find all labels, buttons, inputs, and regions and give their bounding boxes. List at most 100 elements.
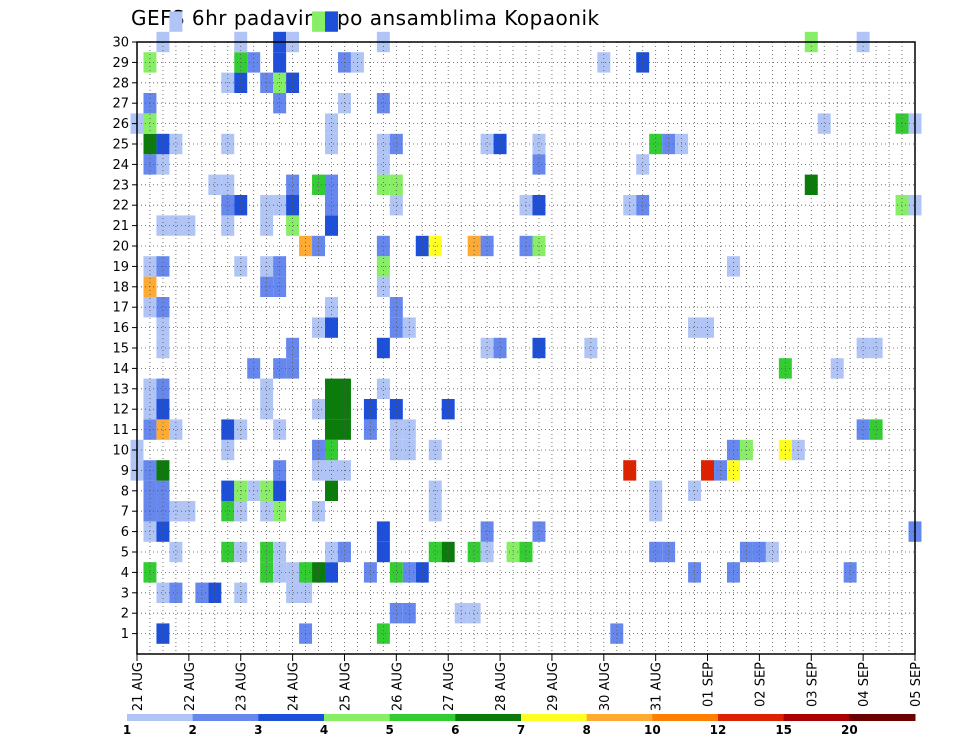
- heatmap-cell: [376, 154, 390, 175]
- heatmap-cell: [156, 582, 170, 603]
- colorbar-label: 5: [385, 723, 393, 737]
- heatmap-cell: [649, 501, 663, 522]
- heatmap-cell: [234, 582, 248, 603]
- heatmap-cell: [169, 11, 183, 32]
- heatmap-cell: [739, 541, 753, 563]
- x-tick-label: 02 SEP: [753, 662, 768, 707]
- colorbar-swatch: [521, 714, 588, 721]
- heatmap-cell: [363, 419, 377, 440]
- y-tick-label: 18: [112, 280, 129, 295]
- heatmap-cell: [156, 297, 170, 318]
- heatmap-cell: [156, 501, 170, 522]
- heatmap-cell: [389, 297, 403, 318]
- heatmap-cell: [234, 195, 248, 216]
- heatmap-cell: [325, 317, 338, 338]
- y-tick-label: 24: [112, 158, 129, 173]
- heatmap-cell: [869, 419, 883, 440]
- heatmap-cell: [649, 541, 663, 563]
- y-tick-label: 1: [121, 627, 129, 642]
- heatmap-cell: [389, 133, 403, 155]
- heatmap-cell: [415, 562, 429, 583]
- heatmap-cell: [389, 419, 403, 440]
- colorbar-label: 7: [517, 723, 525, 737]
- heatmap-cell: [325, 195, 338, 216]
- heatmap-cell: [493, 133, 507, 155]
- heatmap-cell: [169, 582, 183, 603]
- heatmap-cell: [765, 541, 779, 563]
- heatmap-cell: [260, 399, 274, 420]
- colorbar-label: 1: [123, 723, 131, 737]
- heatmap-cell: [325, 562, 338, 583]
- heatmap-cell: [156, 154, 170, 175]
- heatmap-cell: [325, 11, 338, 32]
- y-tick-label: 21: [112, 219, 129, 234]
- heatmap-cell: [376, 174, 390, 195]
- heatmap-cell: [325, 113, 338, 134]
- y-tick-label: 5: [121, 546, 129, 561]
- heatmap-cell: [221, 501, 235, 522]
- heatmap-cell: [610, 623, 624, 644]
- heatmap-cell: [325, 419, 338, 440]
- heatmap-cell: [480, 521, 494, 542]
- y-tick-label: 10: [112, 444, 129, 459]
- x-tick-label: 28 AUG: [494, 662, 509, 711]
- heatmap-cell: [221, 541, 235, 563]
- heatmap-cell: [221, 174, 235, 195]
- heatmap-cell: [156, 378, 170, 399]
- y-tick-label: 30: [112, 36, 129, 51]
- colorbar-label: 4: [320, 723, 328, 737]
- heatmap-cell: [441, 541, 455, 563]
- heatmap-cell: [156, 317, 170, 338]
- y-tick-label: 27: [112, 97, 129, 112]
- heatmap-cell: [649, 133, 663, 155]
- y-tick-label: 29: [112, 56, 129, 71]
- gridlines: [137, 42, 916, 654]
- heatmap-cell: [260, 541, 274, 563]
- x-tick-label: 29 AUG: [546, 662, 561, 711]
- heatmap-cell: [286, 582, 300, 603]
- colorbar-swatch: [127, 714, 194, 721]
- heatmap-cell: [337, 541, 351, 563]
- heatmap-cell: [337, 378, 351, 399]
- heatmap-cell: [325, 378, 338, 399]
- y-tick-label: 15: [112, 342, 129, 357]
- y-tick-label: 13: [112, 382, 129, 397]
- heatmap-cell: [221, 215, 235, 236]
- heatmap-cell: [843, 562, 857, 583]
- heatmap-cell: [234, 541, 248, 563]
- x-tick-label: 23 AUG: [235, 662, 250, 711]
- heatmap-cell: [273, 93, 287, 114]
- y-tick-label: 3: [121, 586, 129, 601]
- x-tick-label: 21 AUG: [131, 662, 146, 711]
- heatmap-cell: [169, 541, 183, 563]
- x-tick-label: 25 AUG: [338, 662, 353, 711]
- heatmap-cell: [688, 562, 702, 583]
- heatmap-cell: [636, 195, 650, 216]
- heatmap-cell: [234, 419, 248, 440]
- heatmap-cell: [363, 399, 377, 420]
- heatmap-cell: [325, 174, 338, 195]
- colorbar-swatch: [389, 714, 456, 721]
- heatmap-cell: [312, 562, 326, 583]
- colorbar-swatch: [586, 714, 653, 721]
- heatmap-cell: [312, 11, 326, 32]
- heatmap-cell: [286, 174, 300, 195]
- heatmap-cell: [156, 521, 170, 542]
- heatmap-cell: [156, 399, 170, 420]
- heatmap-cell: [260, 378, 274, 399]
- heatmap-cell: [389, 195, 403, 216]
- y-tick-label: 8: [121, 484, 129, 499]
- y-tick-label: 4: [121, 566, 129, 581]
- heatmap-cell: [337, 93, 351, 114]
- x-tick-label: 31 AUG: [650, 662, 665, 711]
- colorbar-label: 20: [841, 723, 858, 737]
- x-tick-label: 27 AUG: [442, 662, 457, 711]
- y-tick-label: 6: [121, 525, 129, 540]
- heatmap-cell: [273, 501, 287, 522]
- heatmap-cell: [325, 215, 338, 236]
- colorbar-swatch: [718, 714, 785, 721]
- colorbar-label: 6: [451, 723, 459, 737]
- y-tick-label: 17: [112, 301, 129, 316]
- heatmap-cell: [312, 174, 326, 195]
- heatmap-cell: [480, 133, 494, 155]
